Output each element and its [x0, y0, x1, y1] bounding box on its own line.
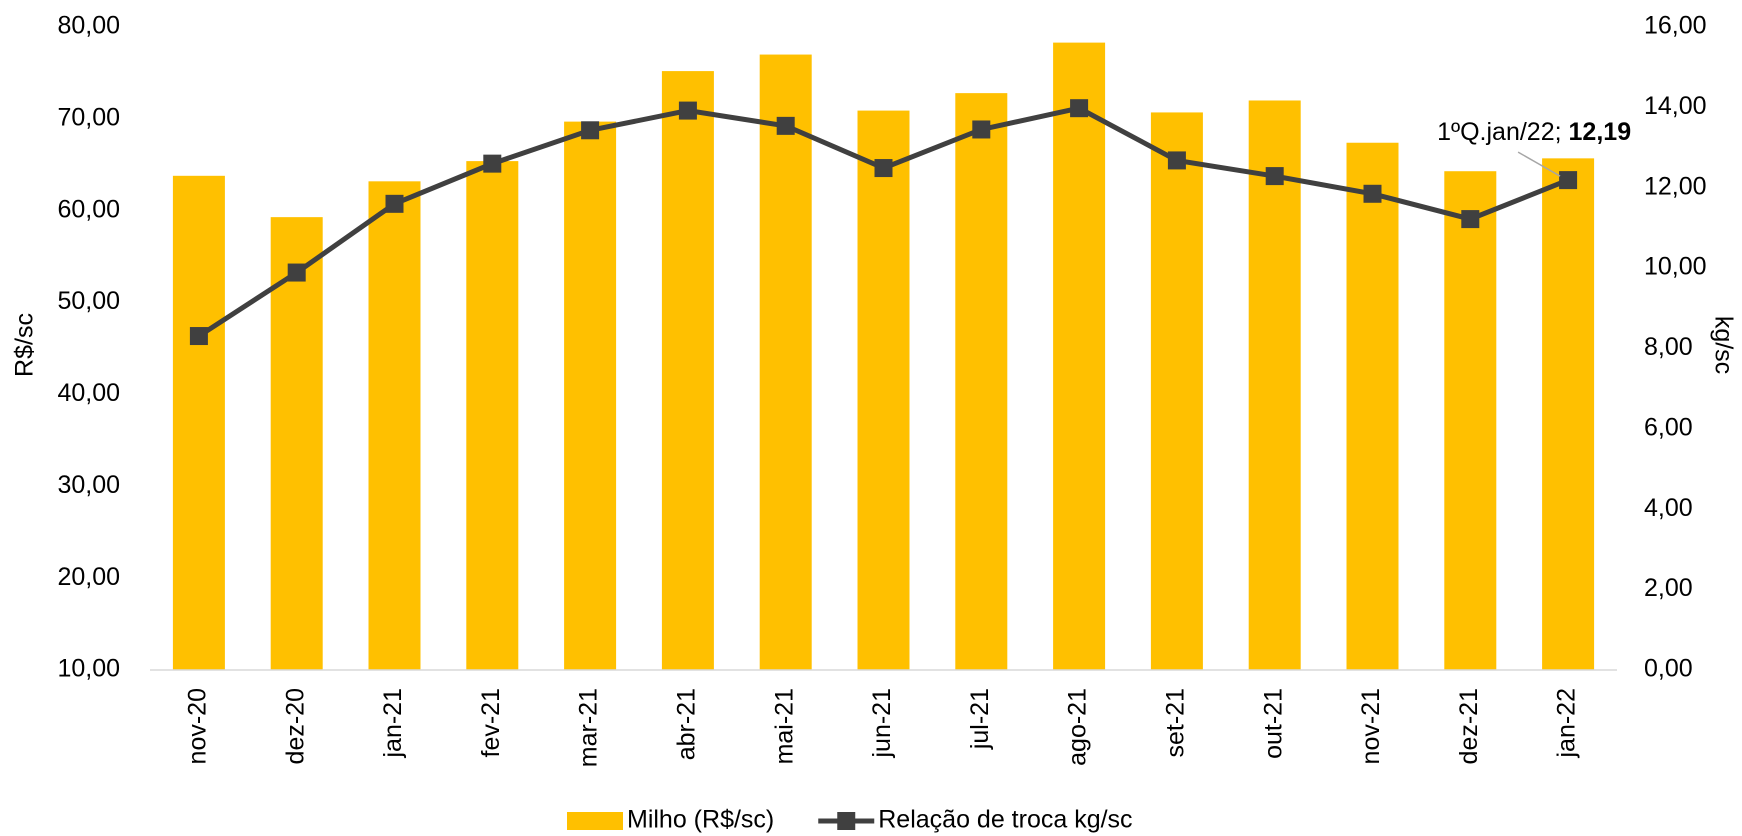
marker [678, 101, 697, 120]
bar [368, 181, 421, 670]
marker [1070, 99, 1089, 118]
x-tick-label: ago-21 [1064, 688, 1092, 766]
leader-line [1517, 151, 1561, 177]
x-tick-label: fev-21 [477, 688, 505, 757]
y-tick-label: 40,00 [57, 379, 120, 407]
marker [1265, 167, 1284, 186]
y2-tick-label: 12,00 [1644, 172, 1707, 200]
marker [1167, 151, 1186, 170]
annotation-text: 1ºQ.jan/22; [1437, 118, 1562, 146]
y-tick-label: 80,00 [57, 12, 120, 40]
bar [955, 93, 1008, 670]
marker [189, 327, 208, 346]
legend-label: Relação de troca kg/sc [878, 806, 1132, 834]
x-tick-label: dez-20 [281, 688, 309, 764]
x-tick-label: abr-21 [673, 688, 701, 760]
y2-axis-title: kg/sc [1709, 316, 1737, 374]
bar [564, 121, 617, 670]
x-tick-label: mar-21 [575, 688, 603, 767]
x-tick-label: nov-20 [184, 688, 212, 764]
y-tick-label: 30,00 [57, 471, 120, 499]
bar [759, 54, 812, 671]
y2-tick-label: 8,00 [1644, 333, 1693, 361]
x-tick-label: set-21 [1162, 688, 1190, 757]
x-tick-label: nov-21 [1357, 688, 1385, 764]
x-tick-label: jan-21 [379, 688, 407, 759]
legend-swatch [567, 812, 623, 830]
marker [483, 154, 502, 173]
marker [1559, 171, 1578, 190]
x-tick-label: mai-21 [770, 688, 798, 764]
bar [1542, 158, 1595, 670]
marker [1363, 184, 1382, 203]
x-tick-label: out-21 [1259, 688, 1287, 759]
bar [270, 217, 323, 670]
y-tick-label: 60,00 [57, 195, 120, 223]
bar [661, 71, 714, 670]
marker [581, 121, 600, 140]
y-tick-label: 10,00 [57, 655, 120, 683]
y2-tick-label: 0,00 [1644, 655, 1693, 683]
bar [1444, 171, 1497, 671]
legend-label: Milho (R$/sc) [627, 806, 774, 834]
y2-tick-label: 14,00 [1644, 92, 1707, 120]
y-tick-label: 20,00 [57, 563, 120, 591]
y2-tick-label: 6,00 [1644, 413, 1693, 441]
bar [1053, 42, 1106, 670]
x-tick-label: jun-21 [868, 688, 896, 759]
bar [172, 175, 225, 670]
y-tick-label: 50,00 [57, 287, 120, 315]
bar [1346, 142, 1399, 671]
bar [857, 110, 910, 671]
marker [1461, 210, 1480, 229]
data-label-value: 12,19 [1569, 118, 1632, 146]
y2-tick-label: 16,00 [1644, 12, 1707, 40]
bar [1248, 100, 1301, 670]
y2-tick-label: 2,00 [1644, 574, 1693, 602]
bar [1150, 112, 1203, 671]
legend-swatch [837, 812, 856, 830]
y2-tick-label: 4,00 [1644, 494, 1693, 522]
y2-tick-label: 10,00 [1644, 253, 1707, 281]
marker [385, 194, 404, 213]
marker [972, 120, 991, 139]
marker [776, 116, 795, 135]
bar [466, 161, 519, 670]
marker [874, 159, 893, 178]
y-tick-label: 70,00 [57, 103, 120, 131]
x-tick-label: dez-21 [1455, 688, 1483, 764]
x-tick-label: jan-22 [1553, 688, 1581, 759]
marker [287, 263, 306, 282]
x-tick-label: jul-21 [966, 688, 994, 750]
y-axis-title: R$/sc [11, 313, 39, 377]
data-label: 1ºQ.jan/22; 12,19 [1437, 118, 1631, 146]
